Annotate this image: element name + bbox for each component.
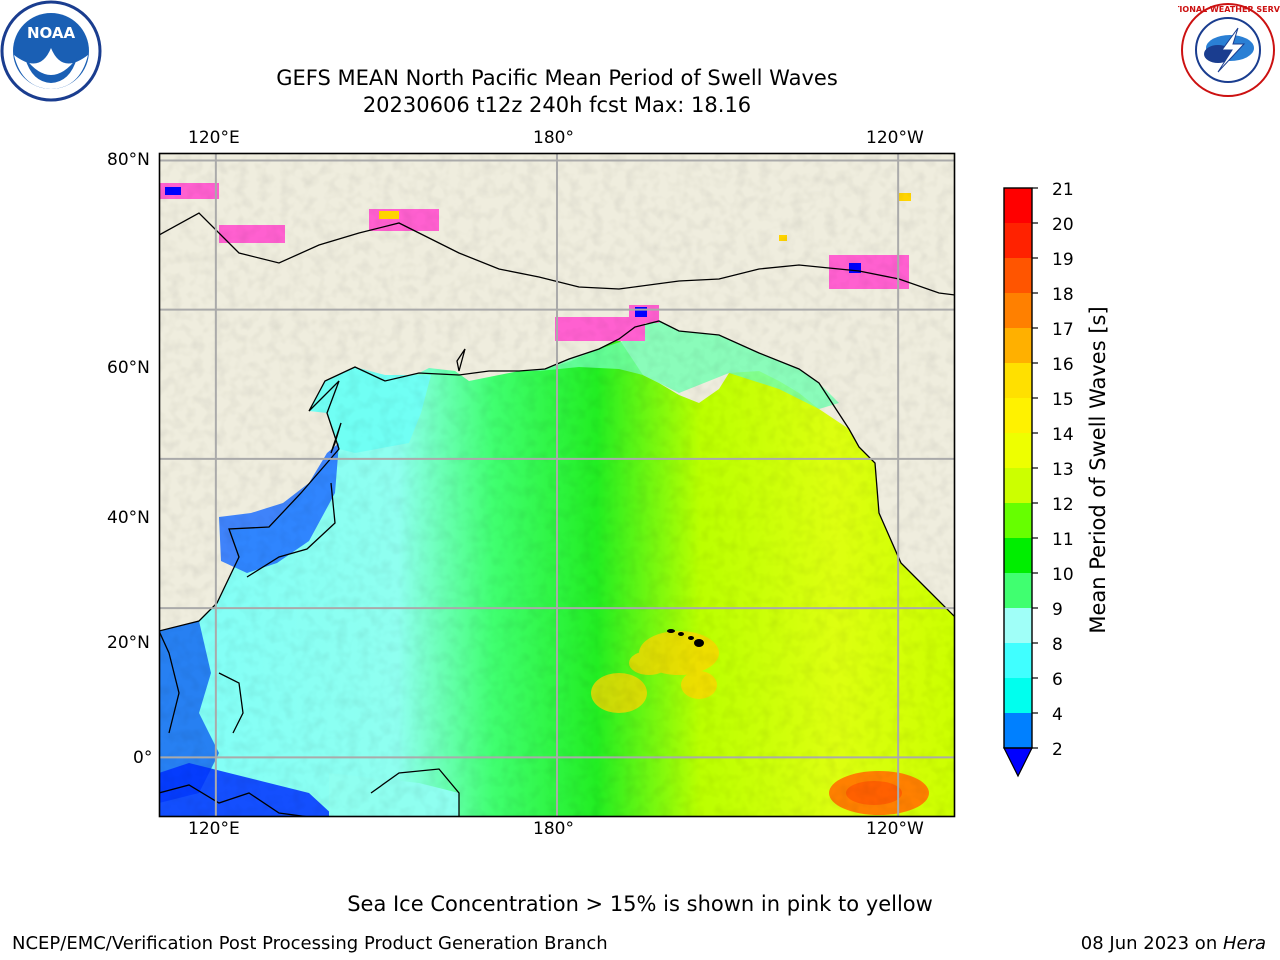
colorbar-tick-19: 19 — [1052, 250, 1074, 270]
lon-label-bottom-180: 180° — [533, 819, 574, 839]
colorbar-tick-10: 10 — [1052, 565, 1074, 585]
colorbar-tick-11: 11 — [1052, 530, 1074, 550]
lat-label-20n: 20°N — [107, 633, 150, 653]
colorbar-swatch — [1004, 188, 1032, 223]
noaa-logo-text: NOAA — [27, 24, 76, 42]
colorbar-swatch — [1004, 538, 1032, 573]
colorbar-extend-arrow — [1003, 747, 1033, 778]
colorbar-tick-9: 9 — [1052, 600, 1063, 620]
lon-label-top-120e: 120°E — [188, 128, 240, 148]
colorbar-tick-4: 4 — [1052, 705, 1063, 725]
colorbar-tick-16: 16 — [1052, 355, 1074, 375]
colorbar-tick-20: 20 — [1052, 215, 1074, 235]
colorbar-swatch — [1004, 713, 1032, 748]
colorbar-tick-14: 14 — [1052, 425, 1074, 445]
colorbar — [1003, 187, 1038, 778]
colorbar-tick-2: 2 — [1052, 740, 1063, 760]
colorbar-swatch — [1004, 223, 1032, 258]
noaa-logo: NOAA — [0, 0, 102, 102]
lat-label-0: 0° — [133, 748, 153, 768]
machine-name: Hera — [1222, 933, 1266, 954]
colorbar-tick-17: 17 — [1052, 320, 1074, 340]
lat-label-40n: 40°N — [107, 508, 150, 528]
date-text: 08 Jun 2023 on Hera — [1081, 933, 1266, 955]
lon-label-top-180: 180° — [533, 128, 574, 148]
sea-ice-note: Sea Ice Concentration > 15% is shown in … — [347, 892, 933, 916]
colorbar-tick-6: 6 — [1052, 670, 1063, 690]
colorbar-label: Mean Period of Swell Waves [s] — [1086, 306, 1110, 634]
colorbar-swatch — [1004, 643, 1032, 678]
colorbar-tick-18: 18 — [1052, 285, 1074, 305]
nws-logo: NATIONAL WEATHER SERVICE — [1178, 3, 1280, 97]
map-plot — [158, 152, 956, 818]
colorbar-tick-12: 12 — [1052, 495, 1074, 515]
chart-title: GEFS MEAN North Pacific Mean Period of S… — [276, 66, 838, 90]
hawaii-islands — [667, 629, 704, 647]
credit-text: NCEP/EMC/Verification Post Processing Pr… — [12, 933, 608, 954]
nws-logo-text: NATIONAL WEATHER SERVICE — [1178, 5, 1280, 14]
date-value: 08 Jun 2023 on — [1080, 933, 1223, 954]
colorbar-swatch — [1004, 573, 1032, 608]
lon-label-top-120w: 120°W — [866, 128, 924, 148]
lon-label-bottom-120w: 120°W — [866, 819, 924, 839]
colorbar-swatch — [1004, 363, 1032, 398]
colorbar-swatch — [1004, 258, 1032, 293]
colorbar-swatch — [1004, 398, 1032, 433]
colorbar-tick-13: 13 — [1052, 460, 1074, 480]
colorbar-swatch — [1004, 608, 1032, 643]
colorbar-swatch — [1004, 328, 1032, 363]
map-frame — [158, 152, 956, 818]
colorbar-tick-8: 8 — [1052, 635, 1063, 655]
colorbar-swatch — [1004, 468, 1032, 503]
colorbar-tick-15: 15 — [1052, 390, 1074, 410]
chart-subtitle: 20230606 t12z 240h fcst Max: 18.16 — [362, 93, 752, 117]
lat-label-60n: 60°N — [107, 358, 150, 378]
colorbar-swatch — [1004, 503, 1032, 538]
gridlines — [160, 154, 954, 816]
colorbar-swatch — [1004, 293, 1032, 328]
coastlines — [160, 212, 954, 816]
colorbar-tick-21: 21 — [1052, 180, 1074, 200]
lon-label-bottom-120e: 120°E — [188, 819, 240, 839]
colorbar-swatch — [1004, 433, 1032, 468]
lat-label-80n: 80°N — [107, 150, 150, 170]
colorbar-swatch — [1004, 678, 1032, 713]
